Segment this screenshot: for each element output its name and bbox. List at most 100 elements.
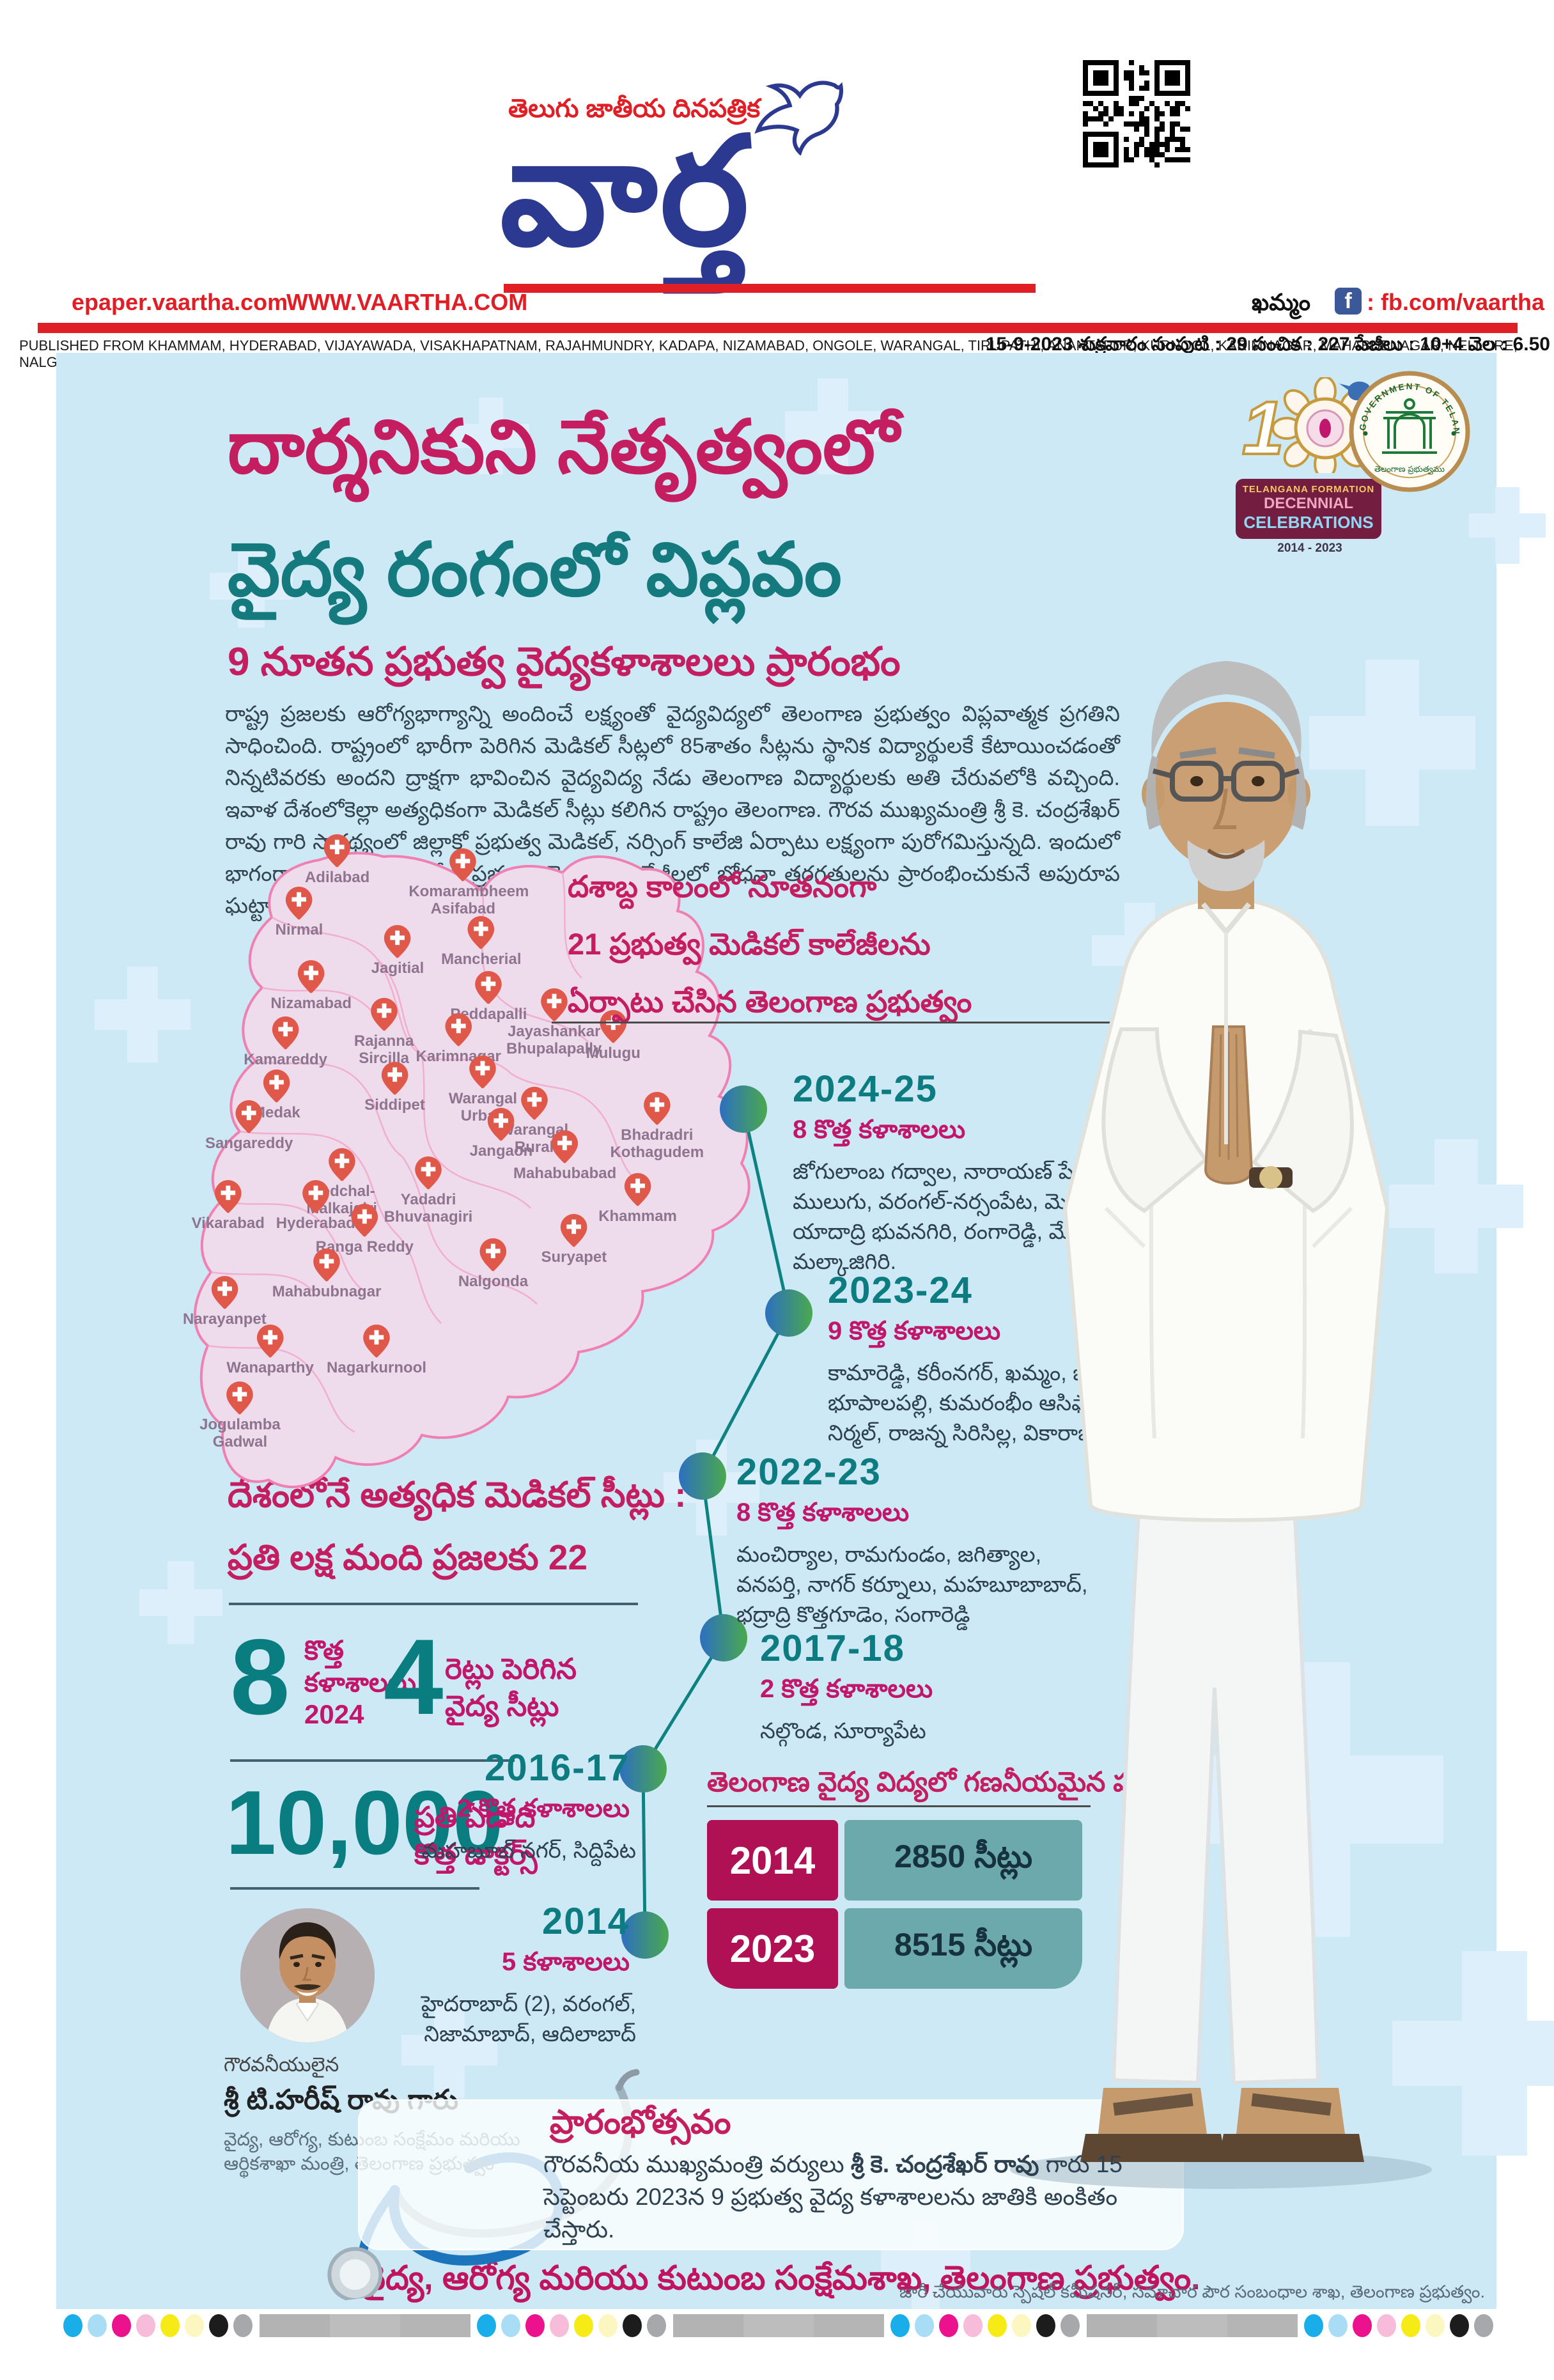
registration-dot	[525, 2314, 545, 2337]
stat2-labels: రెట్లు పెరిగిన వైద్య సీట్లు	[445, 1651, 577, 1725]
map-pin-peddapalli: Peddapalli	[450, 970, 527, 1023]
masthead-divider	[38, 323, 1518, 333]
hospital-pin-icon	[302, 1180, 329, 1213]
date-volume-line: 15-9-2023 శుక్రవారం సంపుటి : 29 సంచిక : …	[985, 334, 1550, 355]
hospital-pin-icon	[363, 1325, 390, 1358]
map-pin-mahabubnagar: Mahabubnagar	[272, 1248, 381, 1300]
timeline-entry-2024-25: 2024-25 8 కొత్త కళాశాలలు జోగులాంబ గద్వాల…	[793, 1068, 1163, 1277]
hospital-pin-icon	[381, 1062, 408, 1095]
timeline-connector	[619, 1085, 812, 1959]
decennial-years: 2014 - 2023	[1277, 541, 1342, 555]
hospital-pin-icon	[297, 960, 325, 993]
registration-dot	[233, 2314, 253, 2337]
map-pin-mahabubabad: Mahabubabad	[513, 1130, 616, 1182]
epaper-link[interactable]: epaper.vaartha.com	[72, 289, 288, 315]
plus-shape	[1389, 1139, 1523, 1273]
registration-gray-bar	[672, 2314, 884, 2337]
registration-dot	[598, 2314, 618, 2337]
timeline-places: హైదరాబాద్ (2), వరంగల్, నిజామాబాద్, ఆదిలా…	[421, 1992, 636, 2046]
district-label: Khammam	[598, 1207, 677, 1225]
dove-icon	[754, 81, 843, 155]
stats-divider-3	[230, 1887, 479, 1890]
timeline-entry-2016-17: 2016-17 2 కొత్త కళాశాలలు మహబూబ్ నగర్, సి…	[380, 1746, 636, 1866]
registration-dot	[1353, 2314, 1372, 2337]
plus-shape	[785, 378, 881, 474]
hospital-pin-icon	[263, 1069, 290, 1103]
timeline-year: 2014	[541, 1901, 630, 1942]
district-borders	[207, 872, 640, 1433]
registration-dot	[88, 2314, 107, 2337]
map-title-line1: దశాబ్ద కాలంలో నూతనంగా	[568, 869, 877, 903]
registration-dot-group	[888, 2314, 1082, 2337]
minister-honorific: గౌరవనీయులైన	[224, 2053, 339, 2076]
district-label: Jogulamba Gadwal	[199, 1415, 281, 1451]
hospital-pin-icon	[313, 1248, 340, 1282]
praying-hands	[1204, 1025, 1254, 1185]
district-label: Wanaparthy	[226, 1359, 314, 1377]
district-label: Kamareddy	[244, 1050, 327, 1068]
registration-dot	[963, 2314, 983, 2337]
registration-dot	[1401, 2314, 1420, 2337]
map-pin-nagarkurnool: Nagarkurnool	[327, 1325, 426, 1376]
plus-shape	[139, 1561, 222, 1644]
sandals	[1080, 2088, 1364, 2162]
table-year-2014: 2014	[707, 1820, 838, 1901]
inauguration-body: గౌరవనీయ ముఖ్యమంత్రి వర్యులు శ్రీ కె. చంద…	[543, 2148, 1183, 2246]
stat1-label2: కళాశాలలు	[304, 1667, 416, 1697]
hospital-pin-icon	[561, 1213, 587, 1247]
headline-line1: దార్శనికుని నేతృత్వంలో	[228, 405, 899, 488]
registration-dot	[501, 2314, 520, 2337]
map-pin-jogulamba-gadwal: Jogulamba Gadwal	[185, 1381, 294, 1451]
registration-dot	[550, 2314, 569, 2337]
website-link[interactable]: WWW.VAARTHA.COM	[286, 289, 528, 315]
district-label: Yadadri Bhuvanagiri	[384, 1190, 473, 1225]
chief-minister-photo	[1010, 661, 1432, 2189]
map-pin-wanaparthy: Wanaparthy	[226, 1325, 314, 1377]
facebook-icon[interactable]: f	[1335, 288, 1362, 315]
plus-shape	[1392, 1951, 1554, 2156]
inauguration-body-prefix: గౌరవనీయ ముఖ్యమంత్రి వర్యులు	[543, 2151, 851, 2177]
registration-dot	[209, 2314, 228, 2337]
hospital-pin-icon	[286, 887, 313, 920]
registration-dot	[1304, 2314, 1323, 2337]
hospital-pin-icon	[488, 1107, 515, 1141]
qr-code[interactable]	[1082, 59, 1192, 169]
timeline-year: 2023-24	[828, 1270, 973, 1311]
registration-dot	[477, 2314, 496, 2337]
stat1-value: 8	[230, 1617, 290, 1737]
timeline-year: 2016-17	[485, 1747, 630, 1789]
timeline-year: 2022-23	[736, 1451, 882, 1493]
registration-dot	[63, 2314, 82, 2337]
map-pin-jayashankar-bhupalapally: Jayashankar Bhupalapally	[500, 988, 609, 1057]
stat1-label3: 2024	[304, 1699, 364, 1729]
hospital-pin-icon	[211, 1276, 238, 1309]
district-label: Suryapet	[541, 1248, 607, 1266]
hospital-pin-icon	[323, 834, 351, 867]
registration-dot	[1328, 2314, 1348, 2337]
stat3-value: 10,000	[226, 1772, 504, 1874]
department-line: వైద్య, ఆరోగ్య మరియు కుటుంబ సంక్షేమశాఖ, త…	[362, 2260, 1200, 2297]
edition-label: ఖమ్మం	[1252, 289, 1310, 315]
stats-divider-2	[230, 1759, 515, 1762]
hospital-pin-icon	[469, 1055, 497, 1088]
district-label: Mahabubabad	[513, 1165, 617, 1183]
timeline-entry-2017-18: 2017-18 2 కొత్త కళాశాలలు నల్గొండ, సూర్యా…	[760, 1627, 1131, 1746]
map-pin-narayanpet: Narayanpet	[183, 1276, 267, 1328]
headline-line2: వైద్య రంగంలో విప్లవం	[228, 528, 842, 611]
map-pin-mulugu: Mulugu	[586, 1009, 641, 1062]
registration-dot-group	[474, 2314, 669, 2337]
district-label: Nalgonda	[458, 1273, 529, 1291]
registration-dot	[1036, 2314, 1055, 2337]
facebook-link[interactable]: : fb.com/vaartha	[1367, 289, 1545, 315]
masthead-logo-underline	[504, 284, 1036, 293]
registration-dot	[1012, 2314, 1031, 2337]
timeline-count: 5 కళాశాలలు	[502, 1948, 630, 1976]
registration-dot	[112, 2314, 131, 2337]
decennial-10-graphic: 1	[1241, 376, 1379, 479]
infographic-panel: దార్శనికుని నేతృత్వంలో వైద్య రంగంలో విప్…	[56, 353, 1554, 2309]
decennial-banner: TELANGANA FORMATION DECENNIAL CELEBRATIO…	[1236, 479, 1381, 539]
registration-dot	[1061, 2314, 1080, 2337]
registration-dot	[1474, 2314, 1493, 2337]
timeline-places: నల్గొండ, సూర్యాపేట	[760, 1719, 926, 1743]
